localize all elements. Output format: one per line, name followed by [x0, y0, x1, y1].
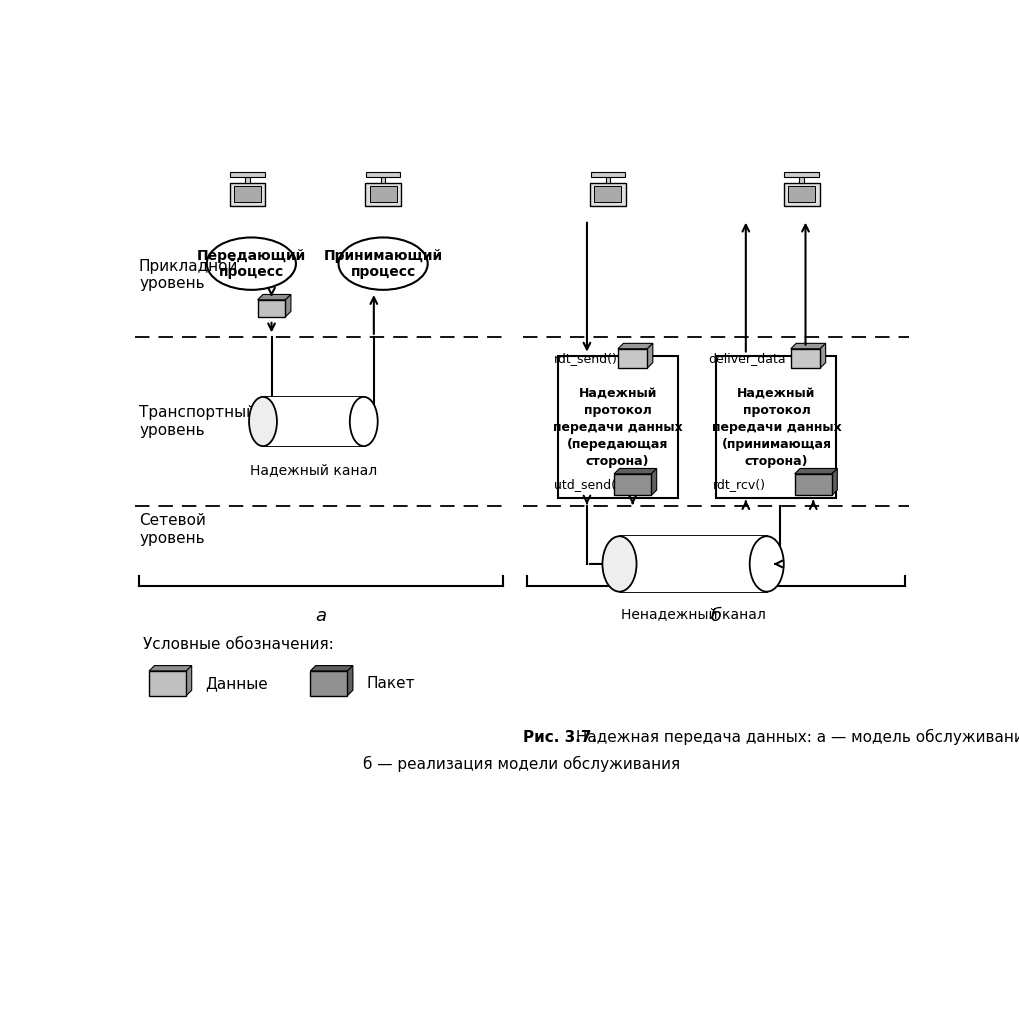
Bar	[620, 536, 766, 592]
Bar	[716, 357, 837, 499]
Polygon shape	[785, 172, 818, 177]
Text: Надежный канал: Надежный канал	[250, 463, 377, 477]
Polygon shape	[651, 469, 656, 496]
Polygon shape	[594, 186, 622, 202]
Text: а: а	[316, 607, 327, 625]
Text: Принимающий
процесс: Принимающий процесс	[324, 248, 442, 279]
Text: Ненадежный канал: Ненадежный канал	[621, 607, 765, 621]
Polygon shape	[789, 186, 815, 202]
Polygon shape	[647, 343, 653, 368]
Text: Надежная передача данных: а — модель обслуживания;: Надежная передача данных: а — модель обс…	[571, 729, 1019, 745]
Polygon shape	[799, 177, 804, 183]
Polygon shape	[614, 474, 651, 496]
Polygon shape	[347, 666, 353, 696]
Ellipse shape	[350, 397, 378, 446]
Text: utd_send(): utd_send()	[553, 478, 621, 491]
Text: Данные: Данные	[205, 676, 268, 691]
Text: б — реализация модели обслуживания: б — реализация модели обслуживания	[364, 756, 681, 773]
Text: Передающий
процесс: Передающий процесс	[197, 248, 306, 279]
Polygon shape	[591, 172, 625, 177]
Ellipse shape	[602, 536, 637, 592]
Polygon shape	[381, 177, 385, 183]
Ellipse shape	[207, 237, 296, 290]
Polygon shape	[791, 348, 820, 368]
Polygon shape	[230, 172, 265, 177]
Polygon shape	[149, 671, 186, 696]
Polygon shape	[310, 666, 353, 671]
Ellipse shape	[249, 397, 277, 446]
Polygon shape	[258, 300, 285, 317]
Text: Условные обозначения:: Условные обозначения:	[143, 637, 333, 652]
Polygon shape	[832, 469, 838, 496]
Text: rdt_send(): rdt_send()	[553, 351, 618, 365]
Polygon shape	[149, 666, 192, 671]
Polygon shape	[605, 177, 610, 183]
Text: rdt_rcv(): rdt_rcv()	[712, 478, 765, 491]
Polygon shape	[234, 186, 261, 202]
Text: Сетевой
уровень: Сетевой уровень	[139, 513, 206, 545]
Polygon shape	[186, 666, 192, 696]
Polygon shape	[618, 343, 653, 348]
Text: Рис. 3.7.: Рис. 3.7.	[523, 729, 597, 744]
Polygon shape	[820, 343, 825, 368]
Polygon shape	[365, 183, 401, 206]
Polygon shape	[590, 183, 626, 206]
Text: Транспортный
уровень: Транспортный уровень	[139, 405, 256, 437]
Polygon shape	[229, 183, 265, 206]
Text: deliver_data: deliver_data	[708, 351, 787, 365]
Ellipse shape	[338, 237, 428, 290]
Polygon shape	[618, 348, 647, 368]
Polygon shape	[614, 469, 656, 474]
Polygon shape	[795, 474, 832, 496]
Polygon shape	[285, 295, 290, 317]
Polygon shape	[370, 186, 396, 202]
Text: Пакет: Пакет	[366, 676, 415, 691]
Polygon shape	[310, 671, 347, 696]
Text: Прикладной
уровень: Прикладной уровень	[139, 259, 238, 292]
Polygon shape	[791, 343, 825, 348]
Ellipse shape	[750, 536, 784, 592]
Polygon shape	[258, 295, 290, 300]
Bar	[263, 397, 364, 446]
Polygon shape	[246, 177, 250, 183]
Text: Надежный
протокол
передачи данных
(передающая
сторона): Надежный протокол передачи данных (перед…	[552, 387, 683, 468]
Text: б: б	[710, 607, 721, 625]
Polygon shape	[366, 172, 400, 177]
Polygon shape	[795, 469, 838, 474]
Bar	[557, 357, 678, 499]
Text: Надежный
протокол
передачи данных
(принимающая
сторона): Надежный протокол передачи данных (прини…	[711, 387, 842, 468]
Polygon shape	[784, 183, 819, 206]
